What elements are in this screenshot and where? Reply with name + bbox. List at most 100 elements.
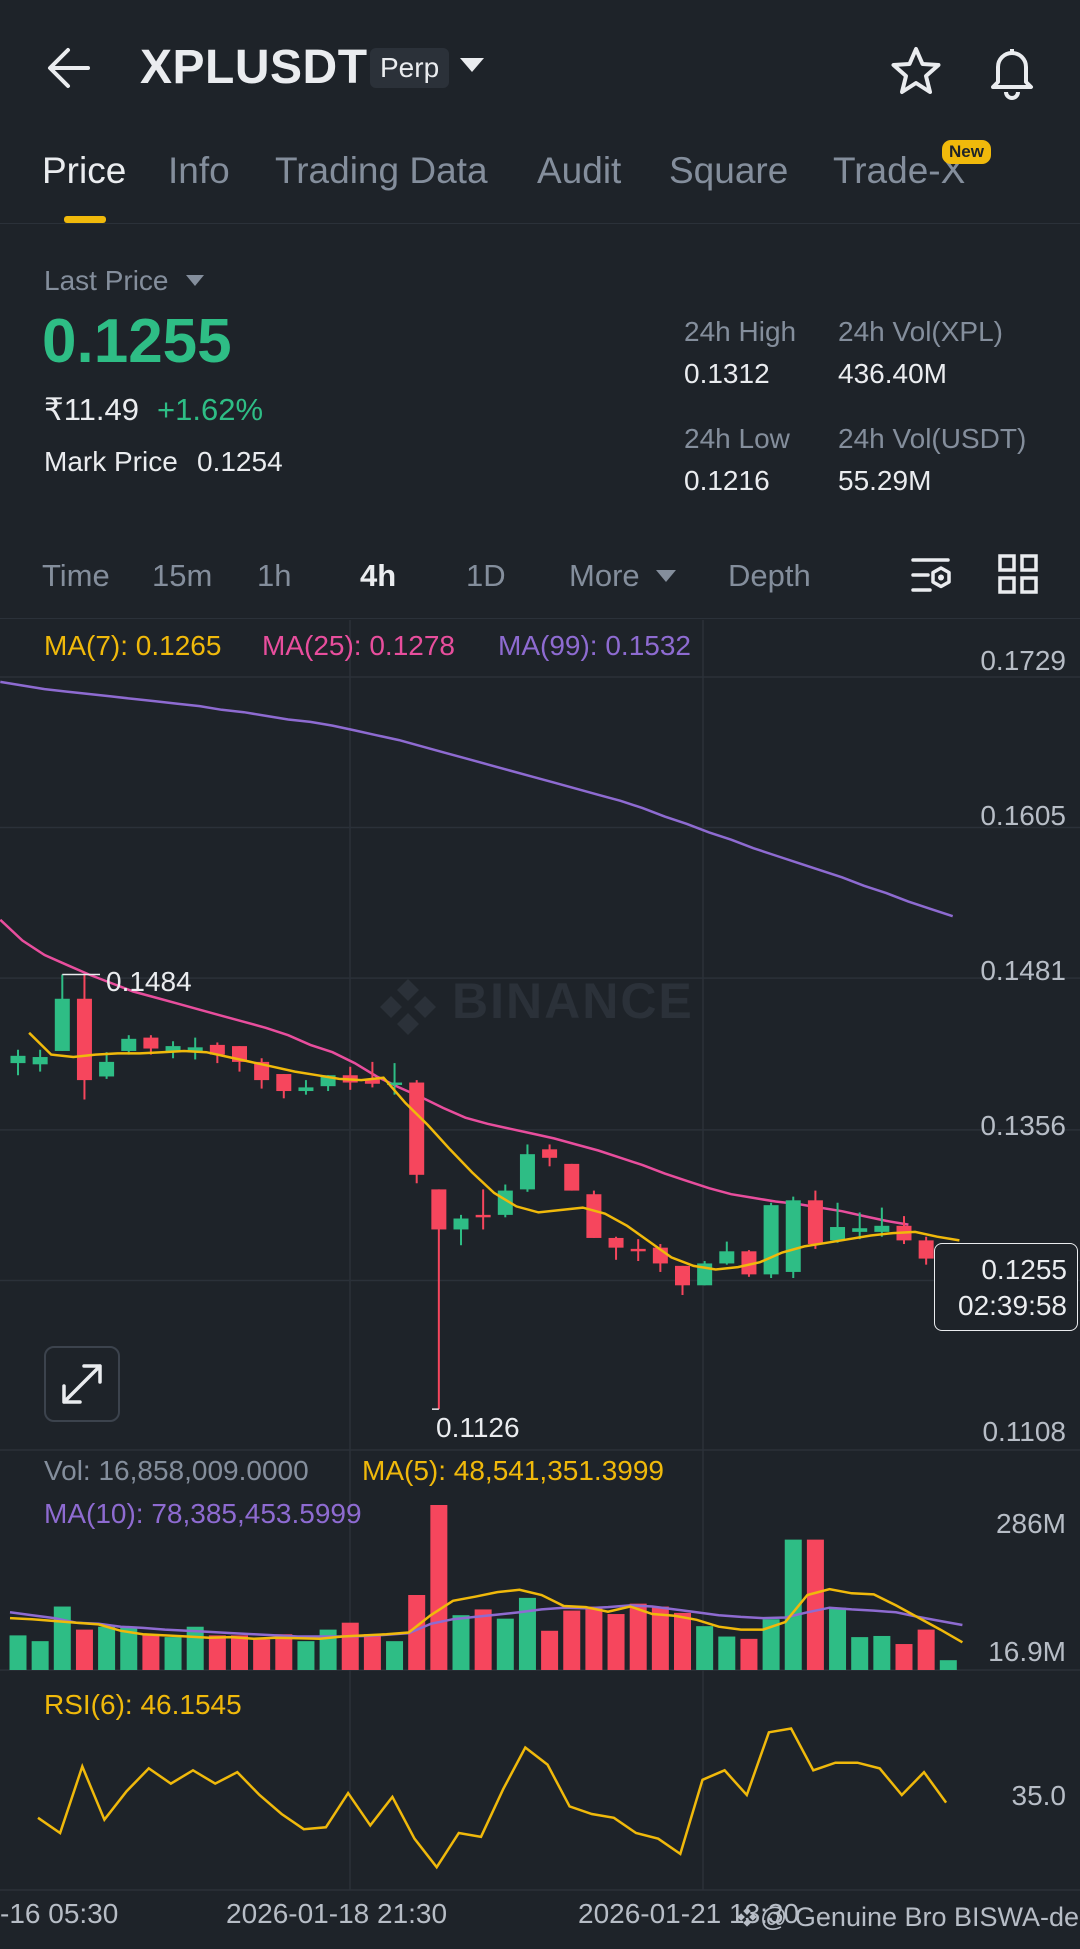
- new-badge: New: [942, 140, 991, 164]
- interval-1h[interactable]: 1h: [257, 558, 292, 593]
- volume-bar: [253, 1639, 271, 1670]
- volume-bar: [518, 1597, 536, 1670]
- volume-bar: [740, 1638, 758, 1670]
- candle-body: [32, 1057, 48, 1065]
- price-axis-tick: 0.1481: [980, 955, 1066, 986]
- interval-1d[interactable]: 1D: [466, 558, 506, 593]
- symbol-title[interactable]: XPLUSDT: [140, 41, 368, 94]
- vol-quote-value: 55.29M: [838, 465, 932, 496]
- candle-countdown: 02:39:58: [958, 1290, 1067, 1321]
- attribution-text: @ Genuine Bro BISWA-de...: [760, 1902, 1080, 1932]
- candle-body: [254, 1061, 270, 1081]
- chart-settings-icon[interactable]: [910, 552, 956, 603]
- rsi-legend: RSI(6): 46.1545: [44, 1689, 242, 1720]
- candle-body: [542, 1149, 558, 1158]
- vol-ma10-line: [9, 1604, 963, 1638]
- volume-bar: [939, 1660, 957, 1670]
- last-price-caret-icon[interactable]: [186, 275, 204, 286]
- ma25-line: [0, 918, 909, 1226]
- candle-body: [785, 1200, 801, 1272]
- vol-ma5-legend: MA(5): 48,541,351.3999: [362, 1455, 664, 1486]
- last-price-label[interactable]: Last Price: [44, 265, 169, 296]
- binance-logo-icon: [736, 1906, 758, 1933]
- candle-body: [364, 1078, 380, 1084]
- candle-body: [387, 1082, 403, 1085]
- inr-price: ₹11.49: [44, 392, 139, 427]
- volume-bar: [231, 1635, 248, 1670]
- tab-info[interactable]: Info: [168, 150, 230, 191]
- candle-body: [276, 1074, 292, 1092]
- rsi-axis-tick: 35.0: [1011, 1780, 1067, 1811]
- volume-axis-tick: 286M: [995, 1508, 1066, 1539]
- volume-bar: [607, 1614, 625, 1670]
- last-price-value: 0.1255: [42, 307, 232, 376]
- price-change-percent: +1.62%: [157, 392, 264, 427]
- interval-15m[interactable]: 15m: [152, 558, 213, 593]
- volume-bar: [275, 1634, 293, 1670]
- back-arrow-icon[interactable]: [44, 38, 94, 98]
- current-price-tag: 0.1255 02:39:58: [934, 1243, 1078, 1331]
- time-axis-tick: 2026-01-21 13:30: [578, 1898, 800, 1929]
- star-icon[interactable]: [888, 44, 944, 105]
- volume-bar: [120, 1626, 138, 1670]
- volume-bar: [297, 1641, 315, 1670]
- low-24h-value: 0.1216: [684, 465, 770, 496]
- tab-price[interactable]: Price: [42, 150, 127, 191]
- tab-square[interactable]: Square: [669, 150, 789, 191]
- vol-quote-label: 24h Vol(USDT): [838, 423, 1027, 454]
- current-price-value: 0.1255: [981, 1254, 1067, 1285]
- vol-ma10-legend: MA(10): 78,385,453.5999: [44, 1498, 362, 1529]
- interval-more[interactable]: More: [569, 558, 640, 593]
- time-axis-tick: 2026-01-18 21:30: [226, 1898, 448, 1929]
- grid-layout-icon[interactable]: [998, 554, 1038, 599]
- volume-bar: [895, 1644, 913, 1670]
- expand-icon: [62, 1364, 102, 1404]
- volume-bar: [541, 1630, 559, 1670]
- vol-base-value: 436.40M: [838, 358, 947, 389]
- mark-price-label: Mark Price: [44, 446, 178, 477]
- tab-depth[interactable]: Depth: [728, 558, 811, 593]
- candle-body: [874, 1225, 890, 1232]
- candle-body: [519, 1154, 535, 1190]
- dropdown-caret-icon[interactable]: [460, 58, 484, 72]
- candle-body: [586, 1194, 602, 1238]
- ma99-legend: MA(99): 0.1532: [498, 630, 691, 661]
- volume-bar: [9, 1635, 27, 1670]
- volume-bar: [496, 1618, 514, 1670]
- time-axis-tick: -16 05:30: [0, 1898, 119, 1929]
- active-tab-indicator: [64, 216, 106, 223]
- candle-body: [763, 1205, 779, 1275]
- candle-body: [830, 1227, 846, 1241]
- tab-audit[interactable]: Audit: [537, 150, 622, 191]
- interval-4h[interactable]: 4h: [360, 558, 397, 593]
- volume-bar: [696, 1626, 714, 1670]
- volume-bar: [762, 1619, 780, 1670]
- candle-body: [54, 998, 70, 1051]
- ma7-line: [28, 1031, 960, 1271]
- volume-bar: [75, 1629, 93, 1670]
- candle-body: [165, 1046, 181, 1053]
- chart-watermark: BINANCE: [452, 973, 694, 1029]
- candle-body: [187, 1047, 203, 1051]
- volume-bar: [208, 1635, 226, 1670]
- bell-icon[interactable]: [984, 42, 1040, 105]
- candle-body: [852, 1228, 868, 1232]
- expand-chart-button[interactable]: [44, 1346, 120, 1422]
- volume-bar: [474, 1609, 492, 1670]
- high-24h-label: 24h High: [684, 316, 797, 347]
- volume-bar: [674, 1612, 691, 1670]
- volume-bar: [585, 1606, 603, 1670]
- candle-body: [121, 1038, 137, 1051]
- price-axis-tick: 0.1356: [980, 1110, 1066, 1141]
- volume-bar: [142, 1635, 160, 1670]
- interval-divider: [0, 618, 1080, 619]
- volume-bar: [164, 1637, 182, 1670]
- candle-body: [475, 1214, 491, 1218]
- tab-trading-data[interactable]: Trading Data: [275, 150, 488, 191]
- volume-legend: Vol: 16,858,009.0000: [44, 1455, 309, 1486]
- interval-time[interactable]: Time: [42, 558, 110, 593]
- candle-body: [807, 1200, 823, 1245]
- more-caret-icon[interactable]: [656, 570, 676, 582]
- volume-bar: [31, 1641, 49, 1670]
